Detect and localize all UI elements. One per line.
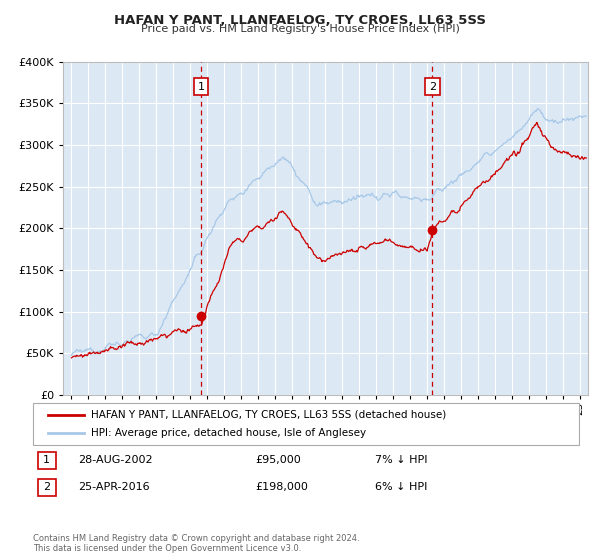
Text: 2: 2 (43, 482, 50, 492)
Text: £198,000: £198,000 (255, 482, 308, 492)
Text: 1: 1 (43, 455, 50, 465)
Text: Contains HM Land Registry data © Crown copyright and database right 2024.
This d: Contains HM Land Registry data © Crown c… (33, 534, 359, 553)
Text: 1: 1 (197, 82, 205, 92)
Text: 7% ↓ HPI: 7% ↓ HPI (375, 455, 427, 465)
Text: HAFAN Y PANT, LLANFAELOG, TY CROES, LL63 5SS (detached house): HAFAN Y PANT, LLANFAELOG, TY CROES, LL63… (91, 410, 446, 420)
Text: 6% ↓ HPI: 6% ↓ HPI (375, 482, 427, 492)
Text: 25-APR-2016: 25-APR-2016 (78, 482, 149, 492)
Text: 2: 2 (429, 82, 436, 92)
Text: HAFAN Y PANT, LLANFAELOG, TY CROES, LL63 5SS: HAFAN Y PANT, LLANFAELOG, TY CROES, LL63… (114, 14, 486, 27)
Text: 28-AUG-2002: 28-AUG-2002 (78, 455, 152, 465)
Text: Price paid vs. HM Land Registry's House Price Index (HPI): Price paid vs. HM Land Registry's House … (140, 24, 460, 34)
Text: £95,000: £95,000 (255, 455, 301, 465)
Text: HPI: Average price, detached house, Isle of Anglesey: HPI: Average price, detached house, Isle… (91, 428, 367, 438)
